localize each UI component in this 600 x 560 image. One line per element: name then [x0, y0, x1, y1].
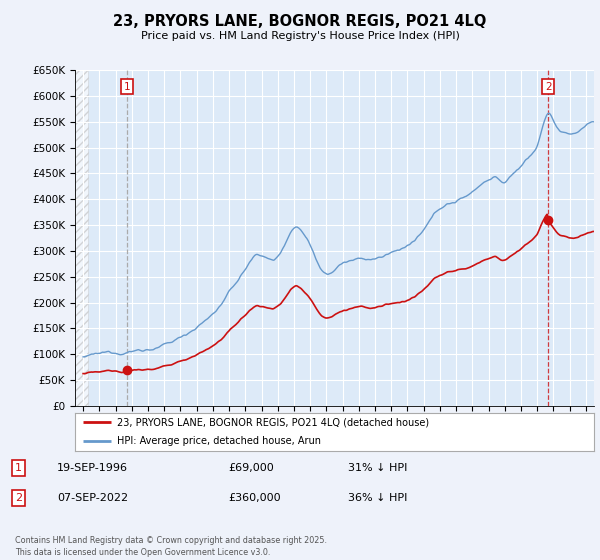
- Text: Price paid vs. HM Land Registry's House Price Index (HPI): Price paid vs. HM Land Registry's House …: [140, 31, 460, 41]
- Text: 2: 2: [545, 82, 551, 92]
- Text: 2: 2: [15, 493, 22, 503]
- Text: 07-SEP-2022: 07-SEP-2022: [57, 493, 128, 503]
- Text: Contains HM Land Registry data © Crown copyright and database right 2025.
This d: Contains HM Land Registry data © Crown c…: [15, 536, 327, 557]
- Text: £69,000: £69,000: [228, 463, 274, 473]
- Text: £360,000: £360,000: [228, 493, 281, 503]
- Text: HPI: Average price, detached house, Arun: HPI: Average price, detached house, Arun: [116, 436, 320, 446]
- Text: 1: 1: [15, 463, 22, 473]
- Text: 36% ↓ HPI: 36% ↓ HPI: [348, 493, 407, 503]
- Text: 23, PRYORS LANE, BOGNOR REGIS, PO21 4LQ: 23, PRYORS LANE, BOGNOR REGIS, PO21 4LQ: [113, 14, 487, 29]
- Text: 19-SEP-1996: 19-SEP-1996: [57, 463, 128, 473]
- Text: 31% ↓ HPI: 31% ↓ HPI: [348, 463, 407, 473]
- Text: 1: 1: [124, 82, 131, 92]
- Text: 23, PRYORS LANE, BOGNOR REGIS, PO21 4LQ (detached house): 23, PRYORS LANE, BOGNOR REGIS, PO21 4LQ …: [116, 417, 428, 427]
